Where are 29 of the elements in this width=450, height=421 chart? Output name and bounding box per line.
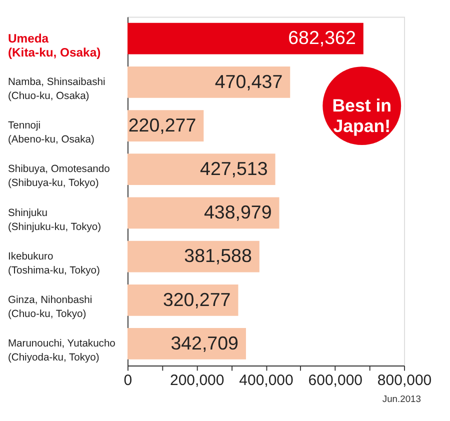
y-tick-label: Marunouchi, Yutakucho (Chiyoda-ku, Tokyo) xyxy=(8,338,116,364)
annotation: Best in Japan! xyxy=(332,95,392,136)
bar xyxy=(128,66,290,98)
bar xyxy=(128,328,246,360)
x-tick-label: 200,000 xyxy=(170,372,224,389)
data-label: 320,277 xyxy=(162,288,231,310)
x-tick-label: 800,000 xyxy=(377,372,432,389)
x-tick-label: 600,000 xyxy=(308,372,363,389)
y-tick-label: Shibuya, Omotesando (Shibuya-ku, Tokyo) xyxy=(8,164,110,190)
x-tick-label: 0 xyxy=(124,372,132,389)
data-label: 438,979 xyxy=(204,202,272,223)
data-label: 427,513 xyxy=(200,158,268,179)
bar xyxy=(128,284,238,316)
bar xyxy=(128,197,280,229)
data-label: 682,362 xyxy=(288,27,356,48)
bar xyxy=(128,22,364,54)
y-tick-label: Ikebukuro (Toshima-ku, Tokyo) xyxy=(8,251,100,276)
y-tick-label: Umeda (Kita-ku, Osaka) xyxy=(8,31,101,60)
text: Jun.2013 xyxy=(382,394,421,404)
y-tick-label: Ginza, Nihonbashi (Chuo-ku, Tokyo) xyxy=(8,294,92,320)
x-tick-label: 400,000 xyxy=(239,372,294,389)
y-tick-label: Shinjuku (Shinjuku-ku, Tokyo) xyxy=(8,208,102,233)
data-label: 342,709 xyxy=(170,332,238,354)
y-tick-label: Namba, Shinsaibashi (Chuo-ku, Osaka) xyxy=(8,76,106,102)
y-tick-label: Tennoji (Abeno-ku, Osaka) xyxy=(8,120,94,146)
bar xyxy=(128,154,276,186)
data-label: 220,277 xyxy=(128,114,196,136)
data-label: 470,437 xyxy=(214,70,283,92)
data-label: 381,588 xyxy=(184,245,252,266)
